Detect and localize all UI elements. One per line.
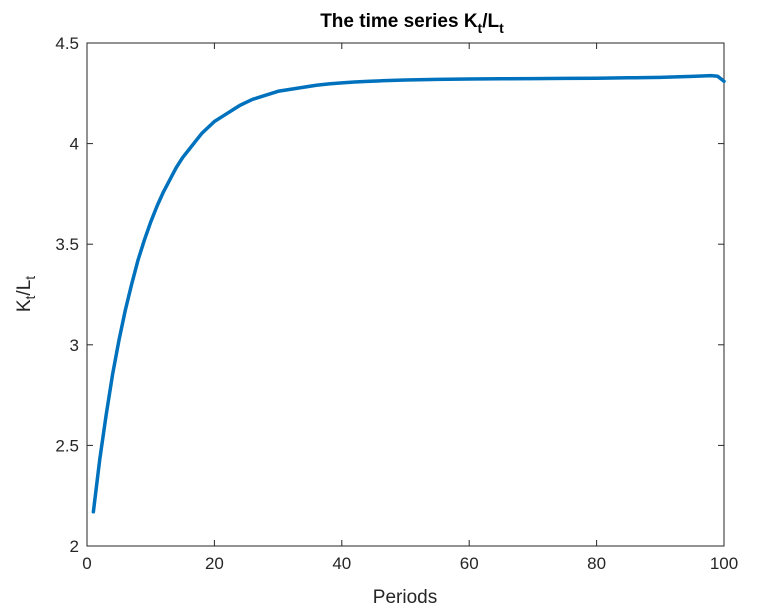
chart-title-sub1: t xyxy=(478,20,483,36)
y-tick-label: 2.5 xyxy=(55,436,79,455)
y-tick-label: 2 xyxy=(70,537,79,556)
x-tick-label: 100 xyxy=(710,554,738,573)
y-tick-label: 4 xyxy=(70,135,79,154)
x-tick-label: 20 xyxy=(205,554,224,573)
y-tick-label: 3.5 xyxy=(55,235,79,254)
y-axis-label-sub2: t xyxy=(22,276,38,280)
chart-title-slash: /L xyxy=(482,11,499,32)
series-line xyxy=(91,73,726,514)
chart-title: The time series Kt/Lt xyxy=(320,11,504,36)
x-tick-label: 60 xyxy=(460,554,479,573)
y-axis-label-main: K xyxy=(14,299,35,312)
x-tick-label: 80 xyxy=(587,554,606,573)
y-axis-label-slash: /L xyxy=(14,280,35,296)
y-tick-labels: 2 2.5 3 3.5 4 4.5 xyxy=(55,34,79,556)
y-tick-label: 4.5 xyxy=(55,34,79,53)
chart-title-main: The time series K xyxy=(320,11,478,32)
plot-area: 0 20 40 60 80 100 2 2.5 3 3.5 4 4.5 xyxy=(55,34,738,573)
y-tick-label: 3 xyxy=(70,336,79,355)
y-axis-label-sub1: t xyxy=(22,295,38,299)
x-tick-labels: 0 20 40 60 80 100 xyxy=(82,554,738,573)
y-axis-label: Kt/Lt xyxy=(14,276,38,312)
x-tick-label: 0 xyxy=(82,554,91,573)
chart-title-sub2: t xyxy=(499,20,504,36)
x-axis-label: Periods xyxy=(373,587,437,608)
x-tick-label: 40 xyxy=(332,554,351,573)
ticks xyxy=(86,42,725,547)
axes-box xyxy=(86,42,725,547)
